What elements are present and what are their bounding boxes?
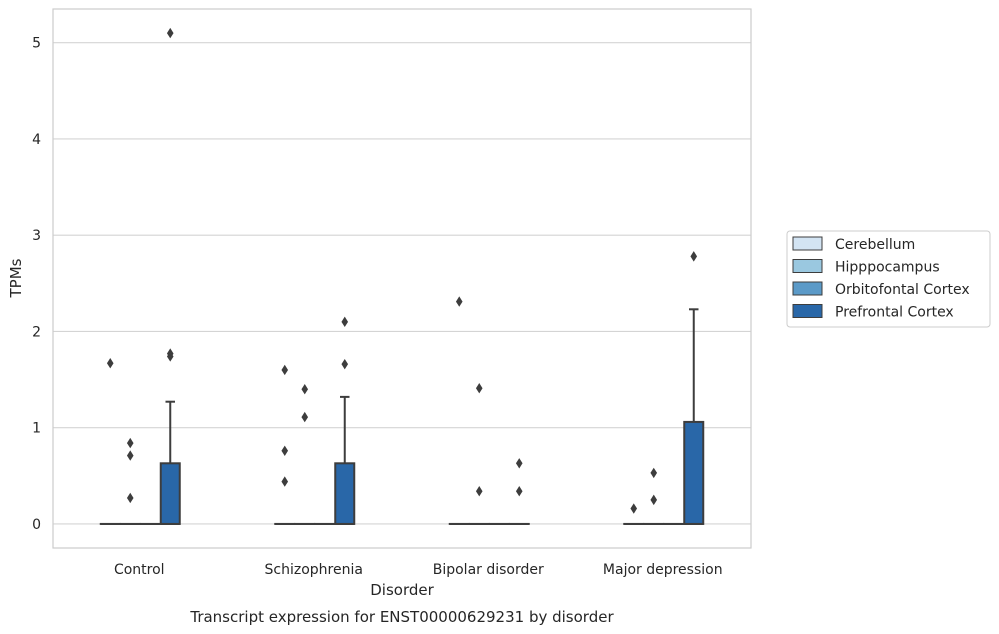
outlier-point [650,467,658,479]
plot-area [52,8,752,549]
y-tick-label: 3 [32,228,41,244]
outlier-point [106,358,114,369]
chart-caption: Transcript expression for ENST0000062923… [189,608,614,626]
outlier-point [690,251,698,262]
box-series [99,27,705,525]
x-tick-label: Major depression [603,562,723,578]
outlier-point [475,383,483,394]
series-prefrontal-cortex [159,27,705,525]
x-tick-label: Control [114,562,165,578]
y-tick-label: 4 [32,132,41,148]
x-axis-ticks: Control Schizophrenia Bipolar disorder Majo… [114,562,723,578]
y-tick-label: 2 [32,324,41,340]
outlier-point [650,494,658,506]
box [334,462,356,525]
x-tick-label: Schizophrenia [265,562,363,578]
x-axis-label: Disorder [370,581,434,599]
outlier-point [281,364,289,376]
series-cerebellum [99,296,645,525]
box [159,462,181,525]
legend-item: Orbitofontal Cortex [792,281,970,298]
legend: Cerebellum Hipppocampus Orbitofontal Corte… [786,230,991,328]
outlier-point [166,27,174,39]
x-tick-label: Bipolar disorder [433,562,544,578]
outlier-point [630,503,638,514]
grid-lines [53,42,751,525]
legend-item: Hipppocampus [792,259,940,276]
outlier-point [166,351,174,362]
y-tick-label: 1 [32,421,41,437]
outlier-point [515,486,523,497]
y-axis-label: TPMs [7,258,25,298]
outlier-point [126,492,134,504]
legend-swatch [792,236,823,251]
y-tick-label: 5 [32,36,41,52]
outlier-point [126,437,134,449]
outlier-point [515,458,523,469]
outlier-point [341,316,349,328]
outlier-point [455,296,463,307]
outlier-point [301,411,309,423]
legend-label: Prefrontal Cortex [835,305,954,321]
legend-label: Hipppocampus [835,260,940,276]
outlier-point [475,486,483,497]
outlier-point [281,476,289,487]
legend-label: Orbitofontal Cortex [835,282,970,298]
legend-label: Cerebellum [835,237,915,253]
y-tick-label: 0 [32,517,41,533]
legend-swatch [792,304,823,318]
legend-swatch [792,281,823,296]
outlier-point [281,445,289,456]
legend-swatch [792,259,823,273]
series-hipppocampus [119,383,665,525]
outlier-point [126,450,134,461]
box [683,420,705,525]
outlier-point [301,383,309,395]
legend-frame [786,230,991,328]
y-axis-ticks: 0 1 2 3 4 5 [32,36,41,533]
legend-item: Prefrontal Cortex [792,304,954,321]
legend-item: Cerebellum [792,236,915,253]
outlier-point [341,358,349,370]
